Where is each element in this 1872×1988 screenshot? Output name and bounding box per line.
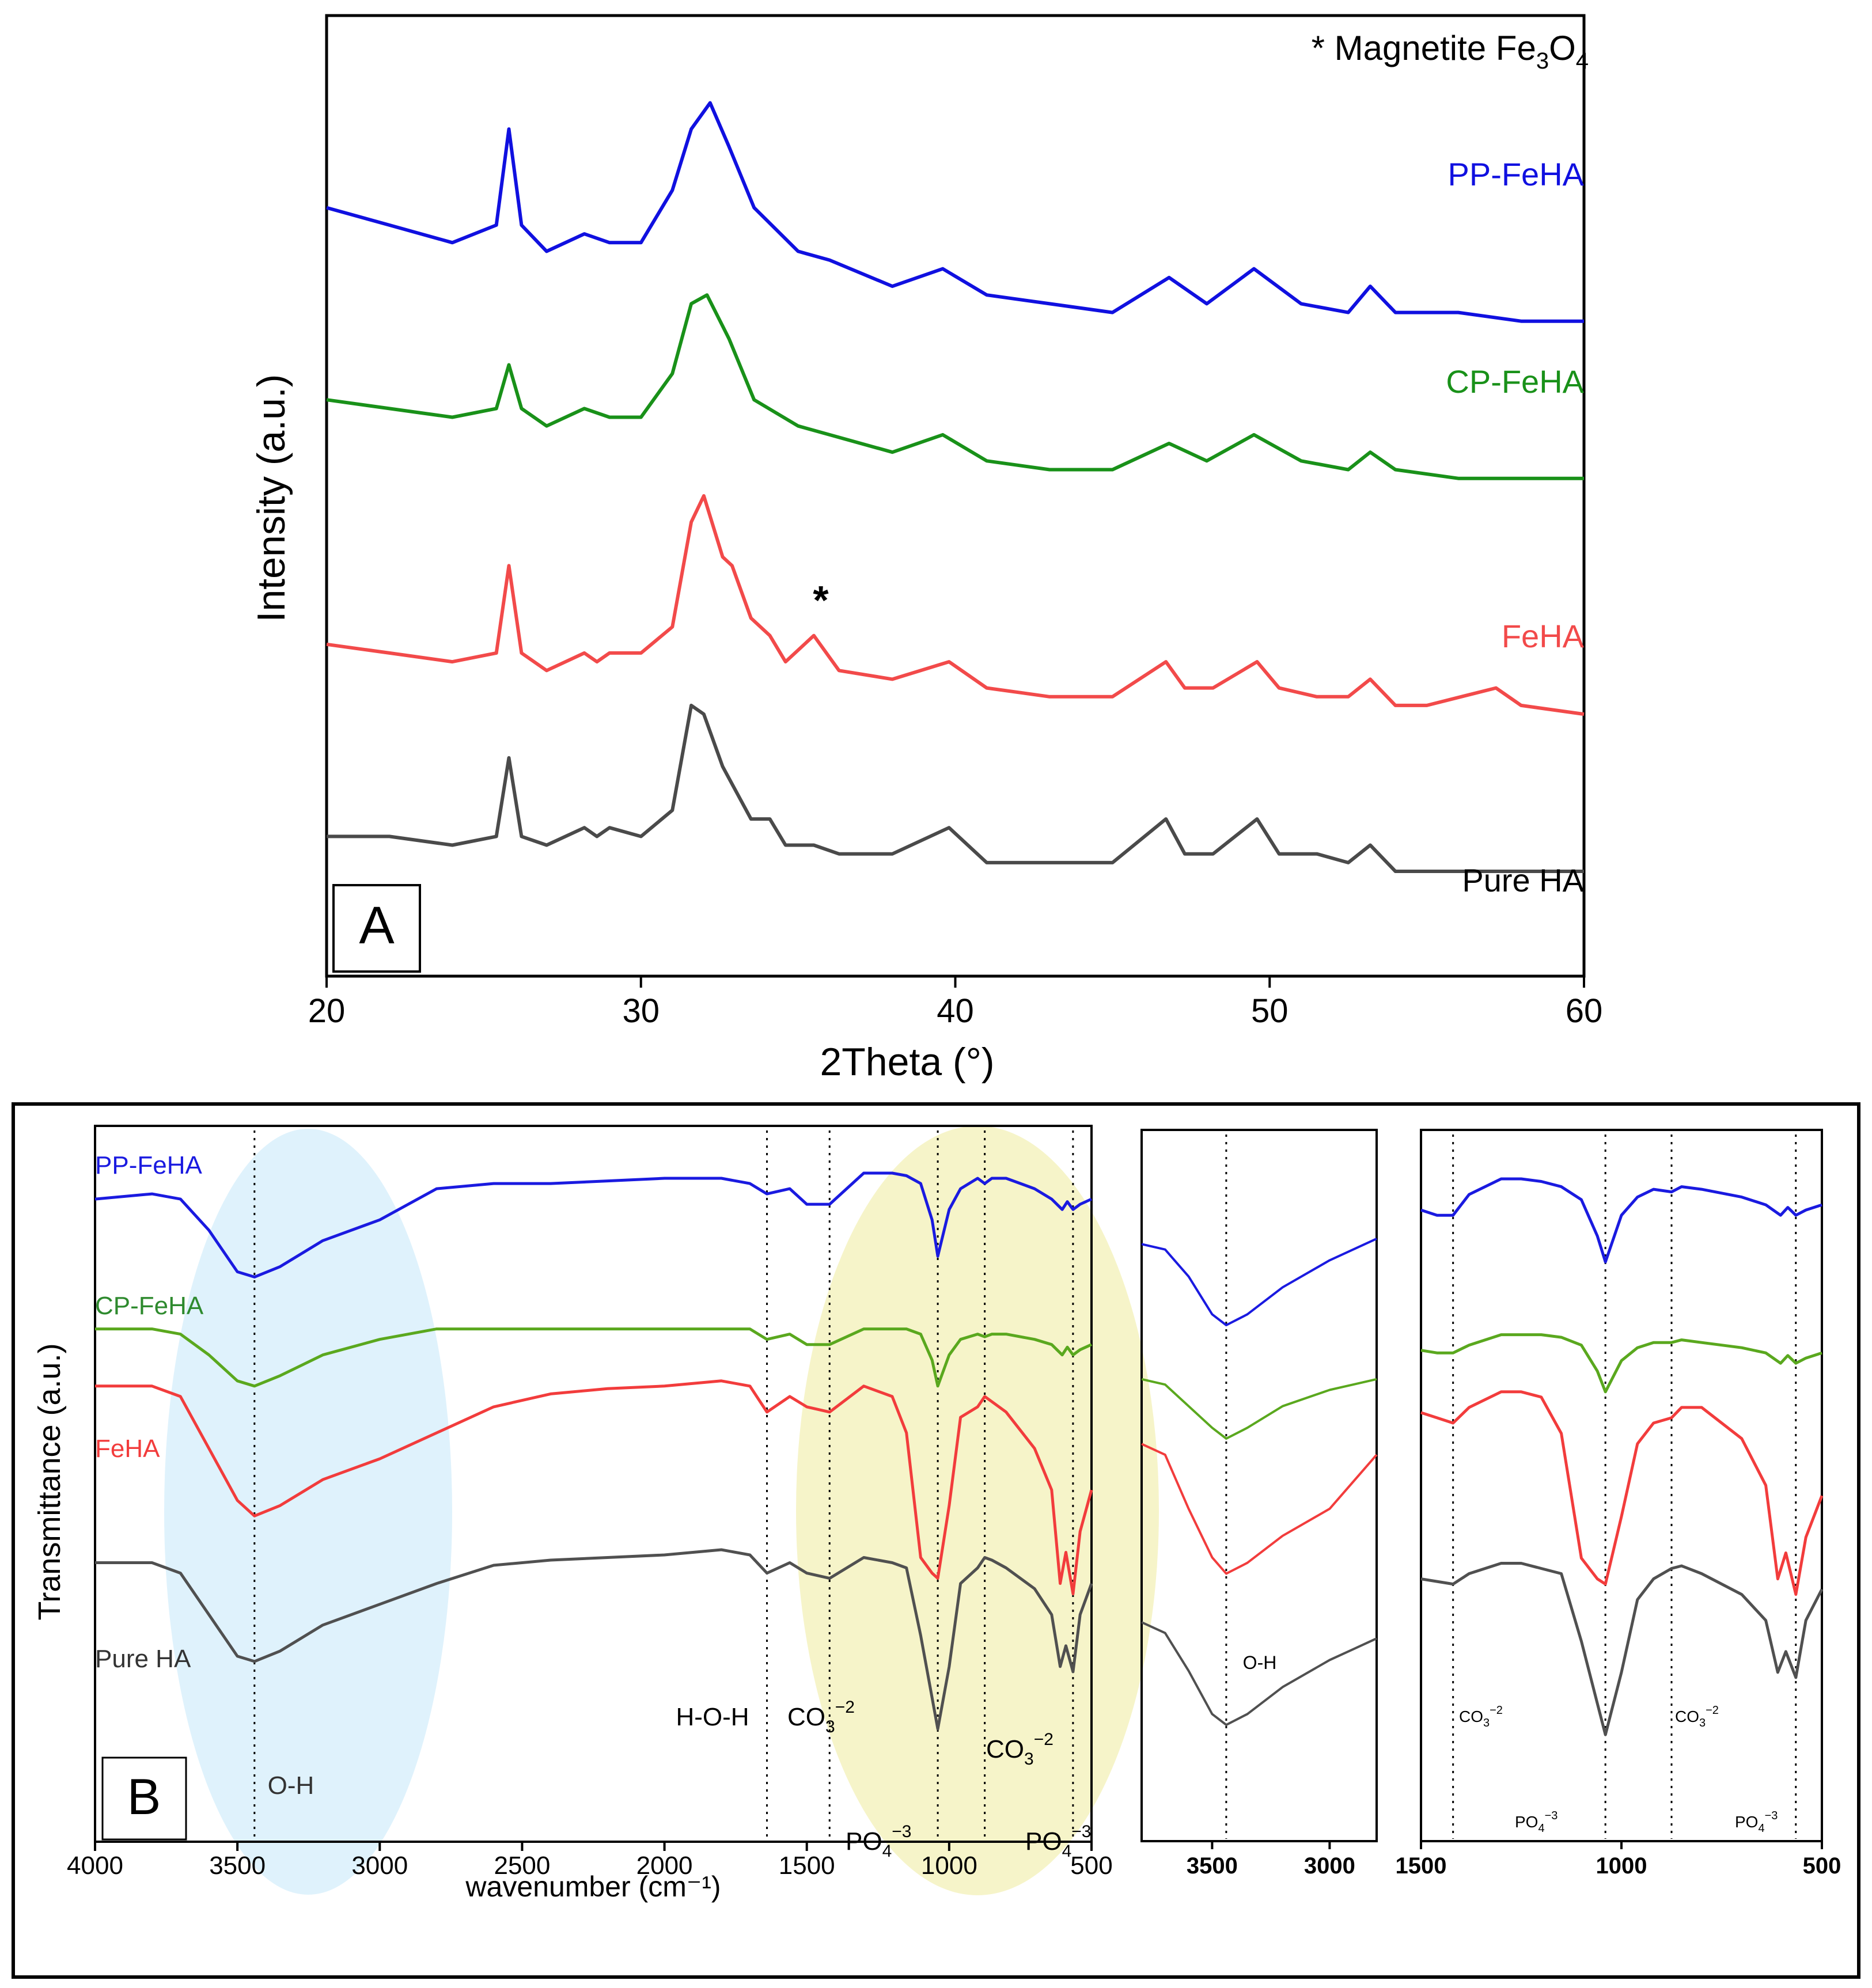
ftir-full-x-ticks: 4000 3500 3000 2500 2000 1500 1000 500 xyxy=(67,1842,1113,1880)
ftir-legend-cp-feha: CP-FeHA xyxy=(95,1292,204,1320)
ftir-y-axis-label: Transmittance (a.u.) xyxy=(32,1343,67,1620)
co3-band-label-b: CO3−2 xyxy=(986,1730,1054,1769)
ftir-fp-x-tick-label: 1000 xyxy=(1596,1853,1647,1879)
ftir-fingerprint-zoom-frame xyxy=(1420,1129,1823,1842)
ftir-x-axis-label: wavenumber (cm⁻¹) xyxy=(465,1871,721,1903)
ftir-full-series-group xyxy=(94,1171,1093,1731)
ftir-oh-x-tick-label: 3000 xyxy=(1304,1853,1355,1879)
ftir-oh-x-ticks: 3500 3000 xyxy=(1187,1841,1355,1879)
xrd-x-axis-label: 2Theta (°) xyxy=(820,1040,994,1084)
xrd-legend-pp-feha: PP-FeHA xyxy=(1448,156,1585,192)
xrd-x-tick-label: 20 xyxy=(308,992,346,1030)
ftir-legend-pp-feha: PP-FeHA xyxy=(95,1151,202,1179)
panel-a-label-box xyxy=(332,884,421,973)
ftir-oh-series-group xyxy=(1141,1238,1378,1727)
xrd-x-tick-label: 60 xyxy=(1566,992,1603,1030)
xrd-legend-cp-feha: CP-FeHA xyxy=(1446,363,1584,400)
ftir-oh-series-pp-feha xyxy=(1141,1238,1377,1326)
ftir-full-x-tick-label: 1500 xyxy=(779,1852,835,1880)
ftir-fingerprint-x-ticks: 1500 1000 500 xyxy=(1396,1841,1841,1879)
panel-a-xrd: 20 30 40 50 60 2Theta (°) Intensity (a.u.) *… xyxy=(249,14,1603,1084)
xrd-y-axis-label: Intensity (a.u.) xyxy=(249,374,293,623)
xrd-series-cp-feha xyxy=(326,293,1584,480)
xrd-x-tick-label: 40 xyxy=(937,992,974,1030)
ftir-oh-series-cp-feha xyxy=(1141,1378,1377,1440)
fp-co3-label-b: CO3−2 xyxy=(1675,1704,1719,1729)
ftir-full-series-cp-feha xyxy=(95,1327,1093,1388)
xrd-series-pp-feha xyxy=(326,101,1584,323)
ftir-fp-x-tick-label: 500 xyxy=(1803,1853,1841,1879)
xrd-series-group xyxy=(326,101,1585,873)
xrd-x-tick-label: 50 xyxy=(1251,992,1289,1030)
ftir-oh-x-tick-label: 3500 xyxy=(1187,1853,1238,1879)
fp-co3-label-a: CO3−2 xyxy=(1459,1704,1503,1729)
xrd-series-feha xyxy=(326,494,1585,716)
ftir-full-series-pp-feha xyxy=(94,1171,1093,1278)
phosphate-region-highlight xyxy=(796,1126,1159,1895)
oh-region-highlight xyxy=(164,1129,452,1895)
ftir-fingerprint-reference-lines xyxy=(1452,1135,1797,1839)
ftir-oh-series-pure-ha xyxy=(1141,1621,1377,1727)
xrd-legend-pure-ha: Pure HA xyxy=(1462,862,1584,898)
ftir-full-series-feha xyxy=(95,1379,1093,1596)
fp-po4-label-a: PO4−3 xyxy=(1515,1809,1558,1835)
po4-band-label-right: PO4−3 xyxy=(1025,1822,1091,1861)
po4-band-label: PO4−3 xyxy=(846,1822,911,1861)
xrd-x-ticks: 20 30 40 50 60 xyxy=(308,976,1603,1030)
ftir-full-plot-frame xyxy=(94,1125,1093,1843)
fp-po4-label-b: PO4−3 xyxy=(1735,1809,1778,1835)
ftir-oh-zoom-frame xyxy=(1140,1129,1378,1842)
xrd-series-pure-ha xyxy=(327,703,1584,873)
panel-b-label-box xyxy=(101,1756,187,1841)
magnetite-peak-marker: * xyxy=(813,578,829,623)
ftir-oh-series-feha xyxy=(1141,1443,1378,1575)
ftir-full-x-tick-label: 2000 xyxy=(636,1852,693,1880)
ftir-full-series-pure-ha xyxy=(95,1548,1093,1731)
ftir-fp-series-cp-feha xyxy=(1420,1333,1822,1394)
panel-b-outer-frame xyxy=(12,1102,1860,1979)
ftir-full-x-tick-label: 3500 xyxy=(209,1852,266,1880)
ftir-legend-feha: FeHA xyxy=(95,1435,160,1463)
magnetite-note: * Magnetite Fe3O4 xyxy=(1312,29,1589,74)
ftir-legend-pure-ha: Pure HA xyxy=(95,1645,191,1673)
oh-zoom-band-label: O-H xyxy=(1243,1652,1277,1673)
xrd-x-tick-label: 30 xyxy=(622,992,660,1030)
ftir-fp-series-pp-feha xyxy=(1420,1177,1822,1264)
panel-b-label: B xyxy=(127,1768,161,1825)
co3-band-label-a: CO3−2 xyxy=(787,1698,855,1736)
hoh-band-label: H-O-H xyxy=(676,1703,749,1731)
ftir-full-x-tick-label: 3000 xyxy=(351,1852,408,1880)
oh-band-label: O-H xyxy=(268,1771,314,1800)
ftir-full-x-tick-label: 1000 xyxy=(921,1852,977,1880)
ftir-fp-x-tick-label: 1500 xyxy=(1396,1853,1447,1879)
ftir-fp-series-pure-ha xyxy=(1420,1562,1824,1736)
ftir-full-x-tick-label: 500 xyxy=(1070,1852,1112,1880)
panel-a-label: A xyxy=(359,896,395,955)
ftir-full-x-tick-label: 4000 xyxy=(67,1852,123,1880)
xrd-legend-feha: FeHA xyxy=(1502,618,1585,654)
ftir-fp-series-feha xyxy=(1420,1390,1824,1596)
panel-b-ftir: 4000 3500 3000 2500 2000 1500 1000 500 wavenumb… xyxy=(12,1102,1860,1979)
ftir-fingerprint-series-group xyxy=(1420,1177,1824,1736)
ftir-full-x-tick-label: 2500 xyxy=(494,1852,550,1880)
